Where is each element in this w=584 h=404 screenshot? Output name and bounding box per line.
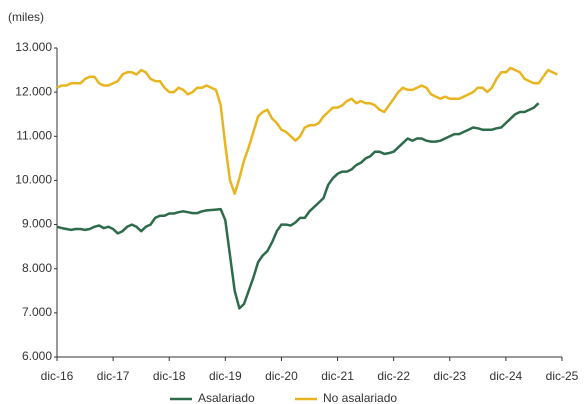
y-tick-label: 8.000 <box>22 261 52 275</box>
x-tick-label: dic-22 <box>377 369 410 383</box>
legend-label: No asalariado <box>323 391 397 404</box>
x-tick-label: dic-25 <box>546 369 579 383</box>
y-tick-label: 7.000 <box>22 305 52 319</box>
x-tick-label: dic-21 <box>321 369 354 383</box>
series-line <box>56 66 558 195</box>
y-tick-label: 10.000 <box>15 173 52 187</box>
x-tick-label: dic-24 <box>490 369 523 383</box>
x-tick-label: dic-20 <box>265 369 298 383</box>
x-tick-label: dic-17 <box>97 369 130 383</box>
x-tick-label: dic-18 <box>153 369 186 383</box>
y-tick-label: 6.000 <box>22 349 52 363</box>
y-tick-label: 12.000 <box>15 84 52 98</box>
x-tick-label: dic-23 <box>433 369 466 383</box>
y-axis-label: (miles) <box>8 10 44 24</box>
y-tick-label: 9.000 <box>22 217 52 231</box>
x-tick-label: dic-19 <box>209 369 242 383</box>
y-tick-label: 11.000 <box>16 128 52 142</box>
legend-label: Asalariado <box>198 391 255 404</box>
series-line <box>56 102 540 310</box>
y-tick-label: 13.000 <box>15 40 52 54</box>
x-tick-label: dic-16 <box>41 369 74 383</box>
